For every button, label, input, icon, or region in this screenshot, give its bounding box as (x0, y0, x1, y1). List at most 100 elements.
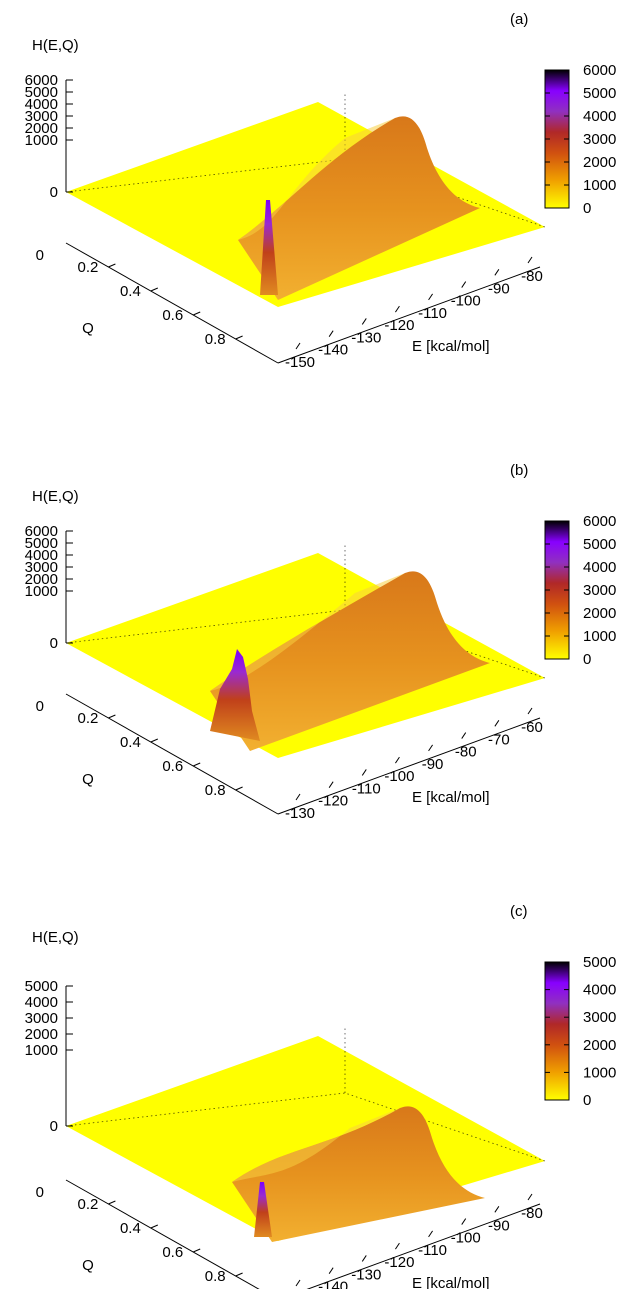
q-axis-line (65, 1179, 260, 1289)
ridge-fade (232, 1108, 400, 1182)
e-tick-mark (428, 1230, 433, 1238)
colorbar-tick-label: 3000 (583, 131, 616, 148)
e-axis-label: E [kcal/mol] (412, 1275, 490, 1289)
colorbar-tick-label: 0 (583, 200, 591, 217)
e-axis-line (277, 717, 541, 815)
e-tick-label: -100 (384, 768, 414, 785)
e-tick-label: -110 (352, 780, 381, 797)
q-axis-label: Q (82, 1257, 94, 1274)
q-tick-label: 0.2 (78, 710, 99, 727)
q-tick-mark (108, 714, 116, 719)
q-tick-label: 0.2 (78, 259, 99, 276)
e-tick-mark (328, 330, 334, 337)
z-tick-label: 2000 (25, 120, 58, 137)
q-tick-mark (193, 311, 201, 316)
q-tick-mark (235, 1272, 243, 1277)
z-axis-label: H(E,Q) (32, 929, 79, 946)
e-tick-label: -150 (285, 354, 315, 371)
ridge-surface (238, 116, 480, 300)
e-tick-label: -80 (455, 744, 477, 761)
q-tick-label: 0.8 (205, 331, 226, 348)
e-tick-mark (461, 1218, 467, 1225)
q-tick-label: 0.4 (120, 1220, 141, 1237)
e-tick-label: -100 (451, 293, 481, 310)
z-tick-label: 4000 (25, 994, 58, 1011)
q-tick-mark (235, 786, 243, 791)
e-tick-label: -70 (488, 731, 510, 748)
peak-spike (260, 200, 278, 295)
q-tick-mark (108, 1200, 116, 1205)
e-tick-label: -90 (488, 1217, 510, 1234)
e-tick-mark (428, 744, 433, 752)
e-tick-mark (461, 732, 467, 739)
e-tick-mark (494, 269, 500, 276)
e-tick-mark (295, 342, 301, 350)
e-tick-label: -80 (521, 268, 543, 285)
colorbar-tick-label: 4000 (583, 108, 616, 125)
colorbar (544, 961, 570, 1101)
e-tick-label: -140 (318, 342, 348, 359)
peak-spike (254, 1182, 272, 1237)
z-tick-label: 3000 (25, 559, 58, 576)
z-tick-label: 0 (50, 184, 58, 201)
e-tick-mark (328, 781, 334, 788)
e-tick-mark (527, 256, 533, 264)
e-tick-label: -110 (418, 1242, 447, 1259)
colorbar-tick-label: 1000 (583, 177, 616, 194)
z-tick-label: 3000 (25, 1010, 58, 1027)
e-tick-label: -120 (384, 1254, 414, 1271)
q-axis-label: Q (82, 320, 94, 337)
z-tick-label: 1000 (25, 1042, 58, 1059)
e-tick-mark (461, 281, 467, 288)
panel-label: (b) (510, 462, 528, 479)
e-axis-label: E [kcal/mol] (412, 789, 490, 806)
e-tick-label: -90 (488, 280, 510, 297)
e-tick-label: -110 (418, 305, 447, 322)
z-tick-label: 6000 (25, 523, 58, 540)
colorbar-tick-label: 2000 (583, 1037, 616, 1054)
e-tick-mark (494, 720, 500, 727)
z-tick-label: 0 (50, 1118, 58, 1135)
z-tick-label: 1000 (25, 132, 58, 149)
q-tick-mark (150, 738, 158, 743)
panel-a: (a)H(E,Q)600050004000300020001000000.20.… (25, 11, 617, 371)
ridge-surface (232, 1106, 485, 1242)
colorbar-tick-label: 1000 (583, 628, 616, 645)
panel-b: (b)H(E,Q)600050004000300020001000000.20.… (25, 462, 617, 822)
q-tick-label: 0.6 (162, 307, 183, 324)
e-tick-label: -140 (318, 1279, 348, 1289)
z-tick-label: 5000 (25, 535, 58, 552)
z-axis-label: H(E,Q) (32, 488, 79, 505)
e-tick-mark (328, 1267, 334, 1274)
z-tick-label: 4000 (25, 547, 58, 564)
q-tick-label: 0.8 (205, 782, 226, 799)
e-axis-label: E [kcal/mol] (412, 338, 490, 355)
q-axis-label: Q (82, 771, 94, 788)
panel-label: (c) (510, 903, 528, 920)
colorbar-tick-label: 3000 (583, 1009, 616, 1026)
z-tick-label: 0 (50, 635, 58, 652)
q-tick-label: 0.8 (205, 1268, 226, 1285)
colorbar-tick-label: 3000 (583, 582, 616, 599)
q-tick-mark (235, 335, 243, 340)
colorbar-tick-label: 4000 (583, 559, 616, 576)
e-tick-label: -130 (285, 805, 315, 822)
e-tick-mark (527, 707, 533, 715)
q-tick-label: 0.4 (120, 283, 141, 300)
e-tick-mark (395, 756, 400, 764)
e-tick-mark (295, 793, 301, 801)
z-tick-label: 3000 (25, 108, 58, 125)
colorbar-tick-label: 0 (583, 651, 591, 668)
e-tick-mark (361, 1255, 367, 1262)
panel-c: (c)H(E,Q)50004000300020001000000.20.40.6… (25, 903, 616, 1289)
e-axis-line (306, 1203, 541, 1289)
e-tick-mark (428, 293, 433, 301)
z-tick-label: 2000 (25, 1026, 58, 1043)
q-tick-label: 0.4 (120, 734, 141, 751)
z-tick-label: 5000 (25, 84, 58, 101)
z-tick-label: 1000 (25, 583, 58, 600)
colorbar-tick-label: 5000 (583, 536, 616, 553)
e-tick-label: -130 (351, 329, 381, 346)
ridge-fade (210, 573, 405, 691)
